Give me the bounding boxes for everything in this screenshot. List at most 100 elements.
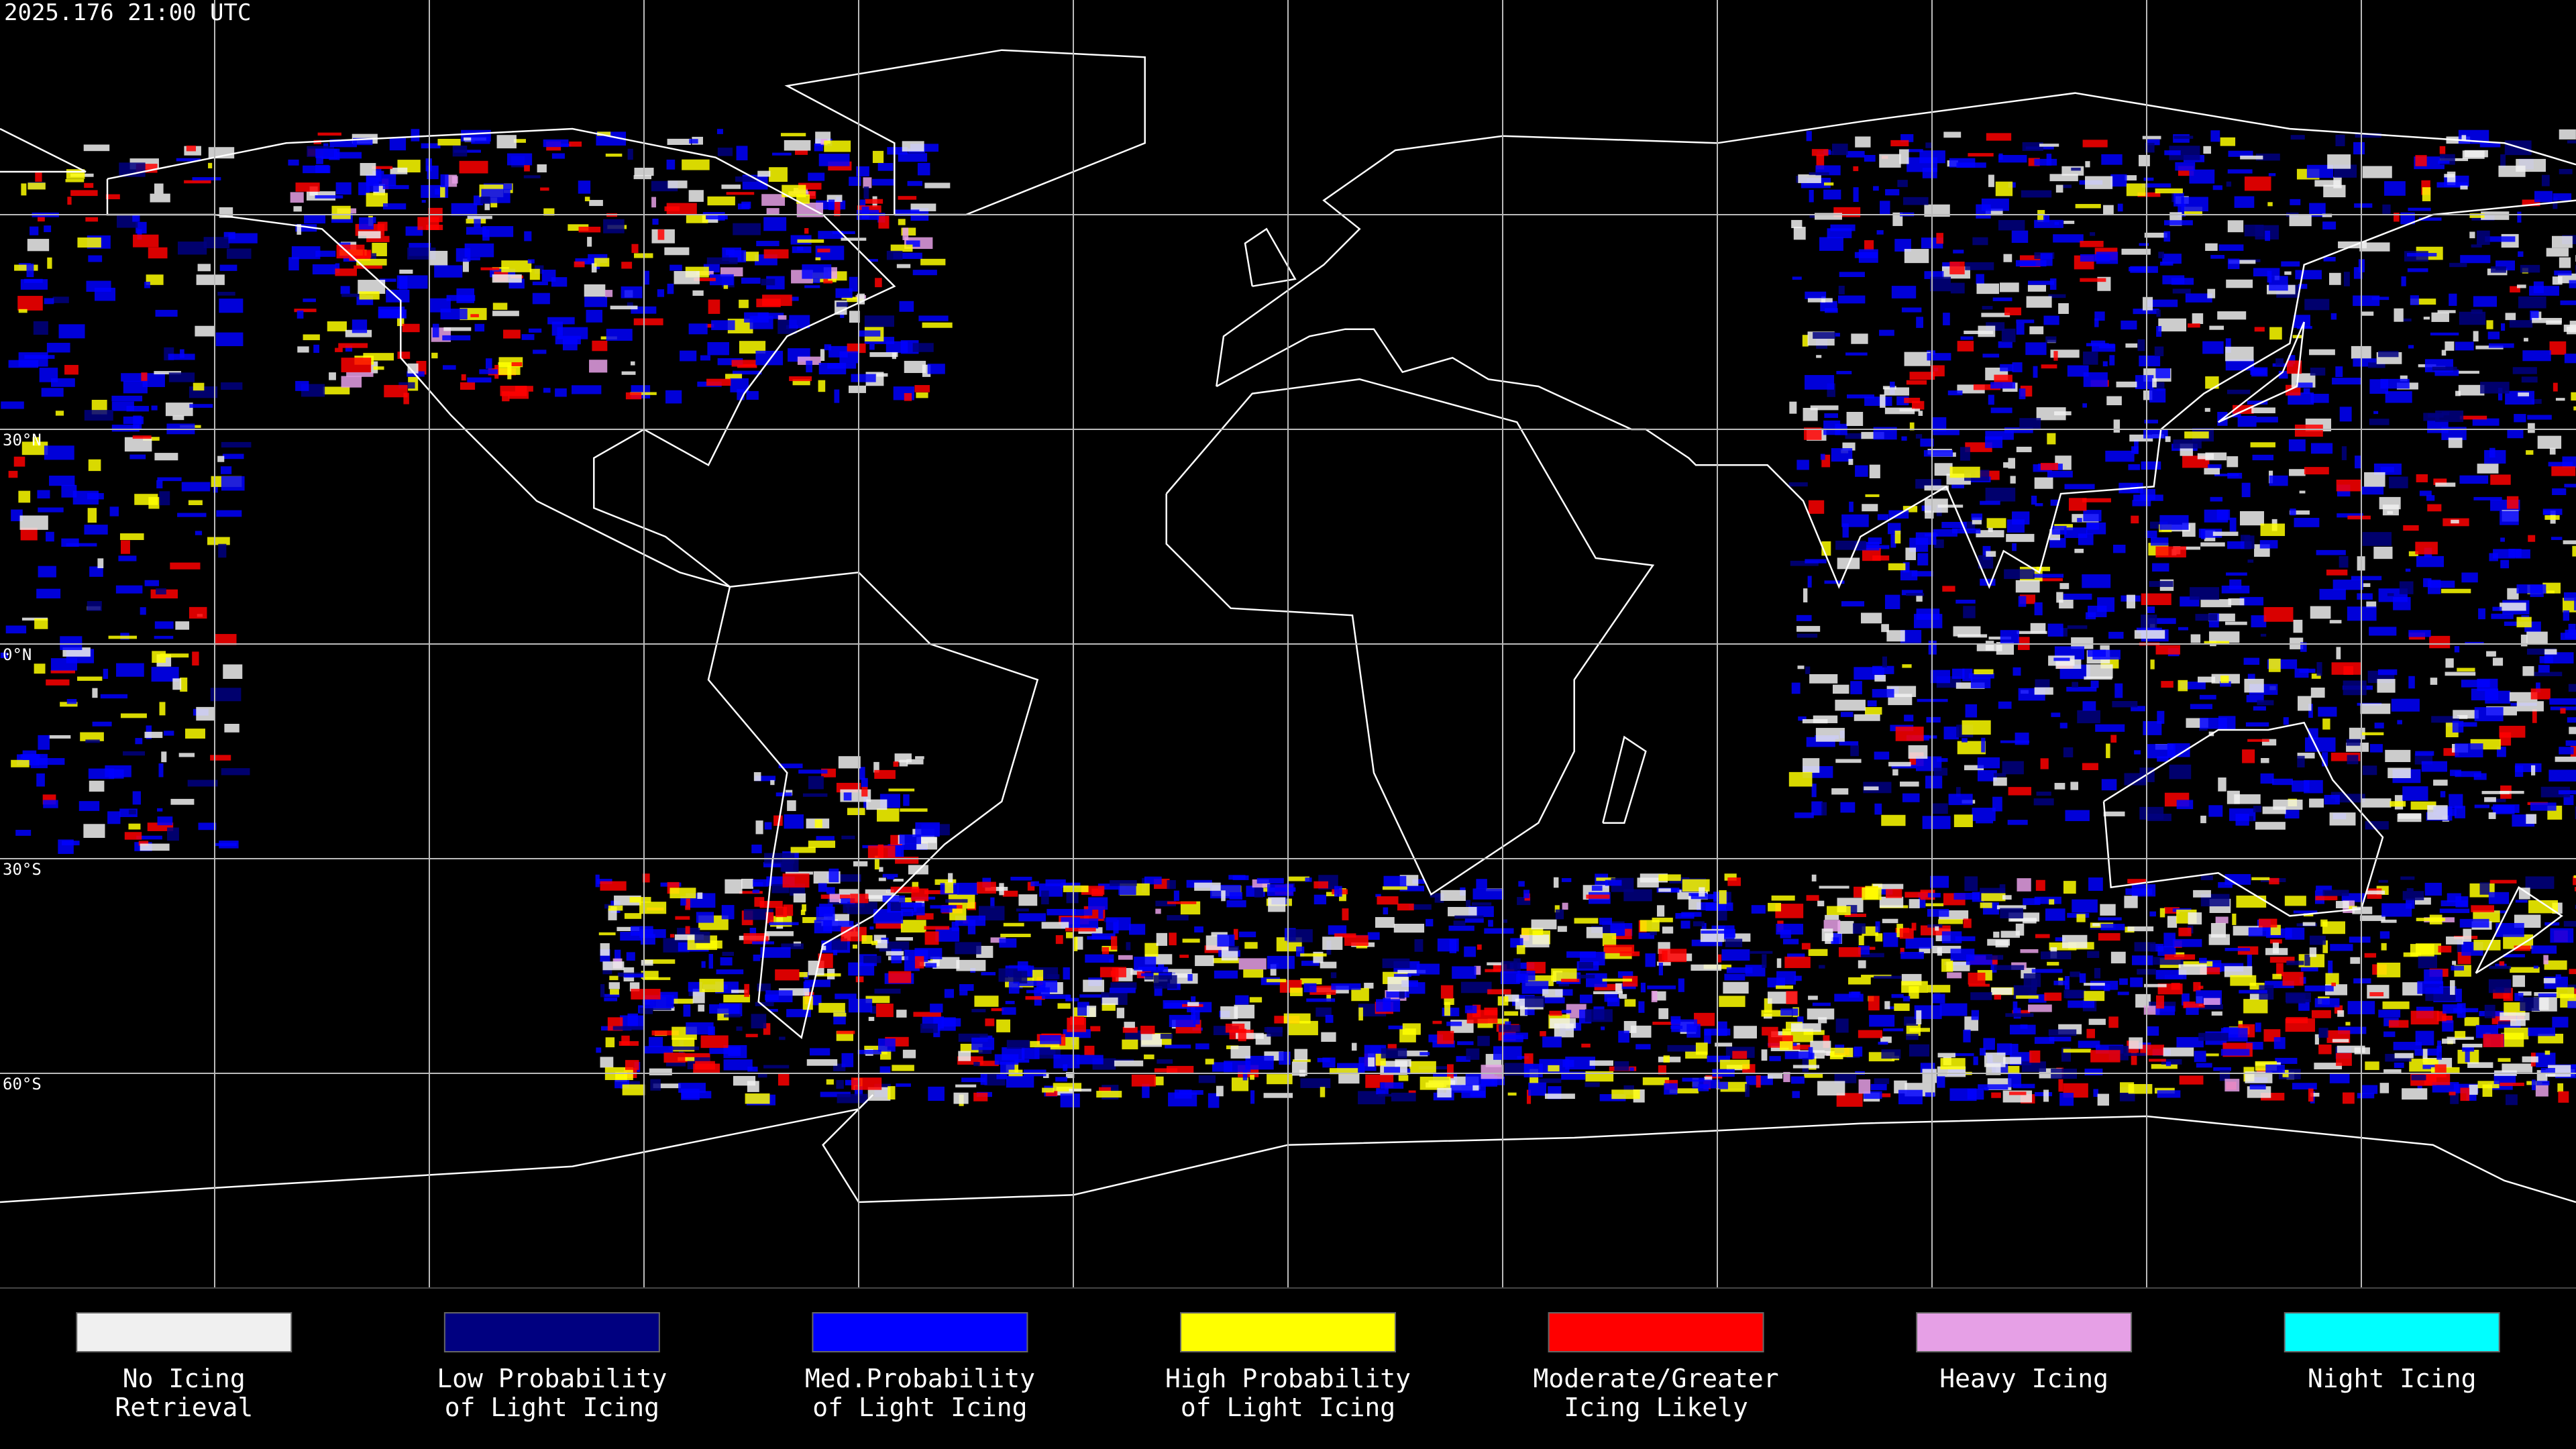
- icing-patch: [914, 384, 930, 392]
- icing-patch: [1835, 1018, 1849, 1033]
- icing-patch: [2227, 541, 2252, 549]
- icing-patch: [1122, 1039, 1138, 1050]
- icing-patch: [1978, 325, 1996, 337]
- icing-patch: [2036, 792, 2051, 796]
- icing-patch: [21, 441, 48, 455]
- icing-patch: [2247, 739, 2269, 742]
- icing-patch: [1594, 983, 1621, 991]
- icing-patch: [857, 205, 881, 213]
- icing-patch: [1891, 764, 1917, 769]
- icing-patch: [1464, 946, 1476, 957]
- icing-patch: [111, 425, 140, 432]
- icing-patch: [2012, 1001, 2018, 1014]
- icing-patch: [2012, 543, 2017, 551]
- legend-swatch: [812, 1312, 1028, 1352]
- icing-patch: [1922, 168, 1937, 178]
- icing-patch: [717, 148, 733, 156]
- icing-patch: [2181, 197, 2208, 212]
- icing-patch: [820, 1091, 851, 1097]
- icing-patch: [2215, 916, 2229, 924]
- icing-patch: [1971, 513, 1983, 521]
- icing-patch: [547, 317, 575, 325]
- icing-patch: [1553, 877, 1559, 888]
- icing-patch: [132, 791, 141, 805]
- icing-patch: [303, 165, 331, 174]
- icing-patch: [1839, 272, 1865, 277]
- icing-patch: [866, 799, 888, 810]
- icing-patch: [382, 203, 407, 210]
- icing-patch: [462, 258, 469, 272]
- icing-patch: [2247, 954, 2252, 968]
- icing-patch: [466, 227, 486, 235]
- icing-patch: [723, 1059, 753, 1071]
- icing-patch: [2390, 801, 2406, 807]
- icing-patch: [1239, 931, 1256, 938]
- icing-patch: [639, 1008, 653, 1014]
- icing-patch: [2383, 1069, 2402, 1073]
- icing-patch: [124, 832, 142, 840]
- icing-patch: [2536, 1053, 2556, 1067]
- icing-patch: [1063, 967, 1070, 980]
- icing-patch: [288, 257, 299, 271]
- icing-patch: [1869, 464, 1880, 478]
- icing-patch: [2113, 419, 2121, 433]
- icing-patch: [467, 257, 480, 261]
- icing-patch: [1905, 547, 1917, 560]
- icing-patch: [2143, 983, 2167, 987]
- icing-patch: [2155, 995, 2165, 1009]
- icing-patch: [2459, 311, 2486, 325]
- icing-patch: [2346, 739, 2361, 746]
- icing-patch: [2318, 706, 2337, 717]
- icing-patch: [841, 297, 859, 300]
- icing-patch: [154, 635, 174, 639]
- icing-patch: [949, 908, 967, 920]
- icing-patch: [1160, 1033, 1173, 1039]
- icing-patch: [156, 480, 163, 489]
- icing-patch: [1320, 1087, 1326, 1097]
- icing-patch: [2544, 649, 2557, 655]
- icing-patch: [1472, 888, 1504, 900]
- icing-patch: [2077, 710, 2101, 724]
- icing-patch: [2137, 192, 2161, 197]
- icing-patch: [2542, 582, 2561, 594]
- icing-patch: [1452, 966, 1477, 979]
- icing-patch: [2315, 896, 2338, 901]
- icing-patch: [452, 146, 468, 157]
- icing-patch: [1623, 889, 1652, 902]
- icing-patch: [853, 861, 868, 867]
- icing-patch: [2332, 378, 2361, 385]
- icing-patch: [1041, 890, 1049, 905]
- icing-patch: [2005, 1013, 2034, 1017]
- icing-patch: [156, 588, 166, 595]
- icing-patch: [297, 310, 304, 319]
- icing-patch: [80, 732, 104, 741]
- icing-patch: [2575, 904, 2576, 909]
- icing-patch: [898, 196, 917, 200]
- icing-patch: [430, 298, 451, 313]
- icing-patch: [973, 1061, 980, 1067]
- icing-patch: [736, 1026, 743, 1031]
- icing-patch: [604, 290, 613, 297]
- icing-patch: [2410, 1010, 2439, 1025]
- icing-patch: [1809, 172, 1829, 175]
- icing-patch: [784, 814, 804, 829]
- icing-patch: [945, 899, 968, 903]
- icing-patch: [1658, 1065, 1666, 1075]
- icing-patch: [1351, 1042, 1357, 1051]
- icing-patch: [502, 391, 510, 402]
- icing-patch: [800, 910, 806, 916]
- icing-patch: [996, 1019, 1010, 1032]
- icing-patch: [1768, 902, 1782, 912]
- icing-patch: [1884, 1001, 1890, 1010]
- icing-patch: [1986, 1063, 2001, 1075]
- icing-patch: [1596, 877, 1616, 881]
- icing-patch: [2355, 455, 2361, 469]
- icing-patch: [83, 824, 105, 839]
- icing-patch: [1291, 1061, 1307, 1076]
- icing-patch: [2559, 129, 2576, 140]
- icing-patch: [2502, 1063, 2533, 1073]
- icing-patch: [1803, 1030, 1825, 1035]
- icing-patch: [1798, 174, 1821, 183]
- icing-patch: [1789, 401, 1797, 414]
- coastline: [2475, 885, 2563, 974]
